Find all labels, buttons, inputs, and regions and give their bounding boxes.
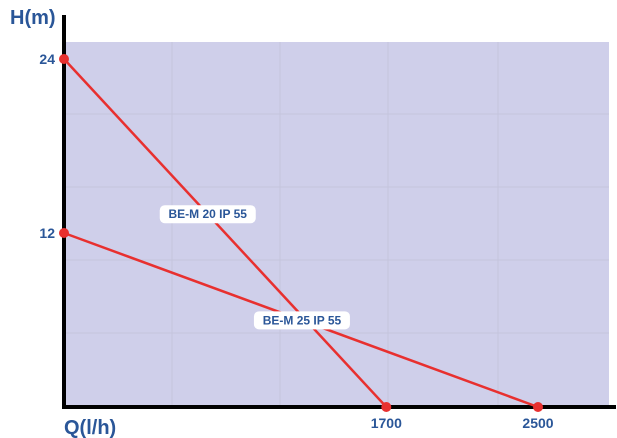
series-label-1: BE-M 20 IP 55 [159,205,256,224]
series-label-text: BE-M 20 IP 55 [169,207,248,221]
data-point [59,54,69,64]
grid [66,42,609,405]
series-line-1 [63,58,388,408]
series-label-box [253,311,350,330]
y-tick-label: 12 [39,225,55,241]
series-label-text: BE-M 25 IP 55 [263,313,342,327]
data-point [533,402,543,412]
plot-background [65,42,609,407]
tick-labels: 1700 2500 24 12 [39,51,553,431]
series-label-box [159,205,256,224]
y-axis-title: H(m) [10,7,56,29]
x-tick-label: 1700 [371,415,402,431]
data-point [59,228,69,238]
y-tick-label: 24 [39,51,55,67]
series-points [59,54,543,412]
x-tick-label: 2500 [522,415,553,431]
data-point [381,402,392,412]
series-labels: BE-M 20 IP 55 BE-M 25 IP 55 [159,205,350,330]
series-label-2: BE-M 25 IP 55 [253,311,350,330]
x-axis-title: Q(l/h) [64,417,116,438]
